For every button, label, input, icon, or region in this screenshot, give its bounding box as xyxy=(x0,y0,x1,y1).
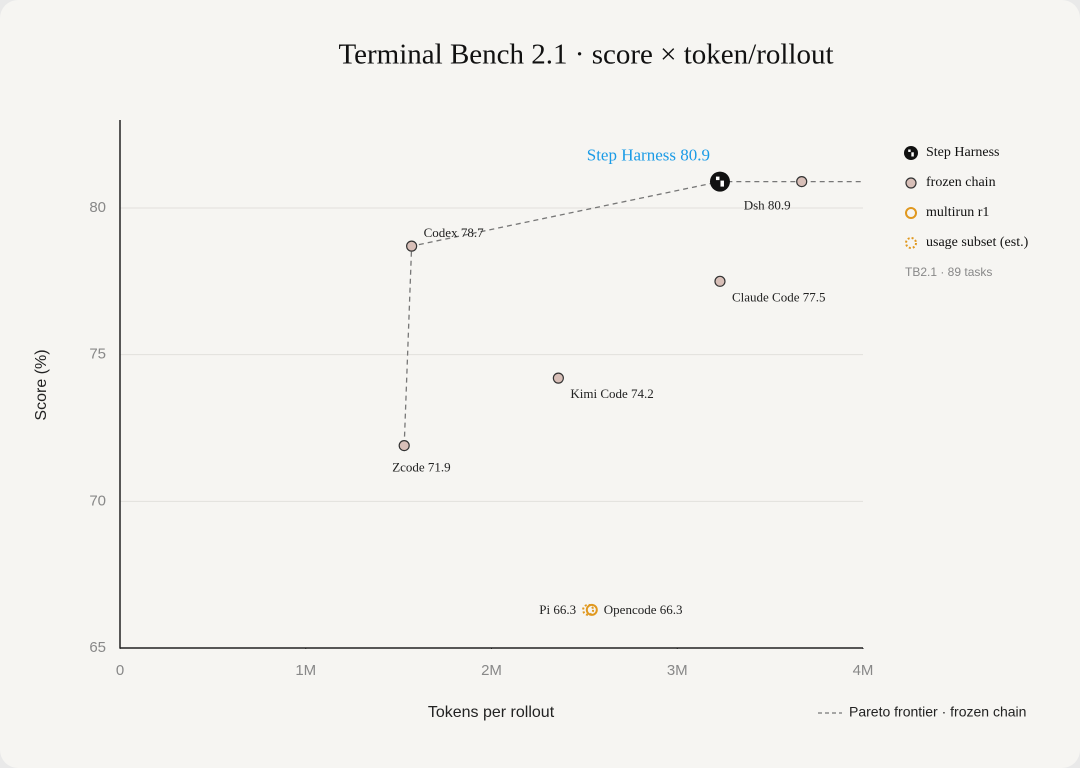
logo-mark xyxy=(715,176,720,181)
x-tick-label: 1M xyxy=(295,662,316,679)
legend-note: TB2.1 · 89 tasks xyxy=(905,265,992,279)
point xyxy=(398,440,410,452)
data-label: Step Harness 80.9 xyxy=(587,146,710,165)
legend-marker xyxy=(905,177,917,189)
logo-mark xyxy=(720,180,724,187)
x-tick-label: 4M xyxy=(853,662,874,679)
y-tick-label: 75 xyxy=(89,346,106,363)
y-tick-label: 80 xyxy=(89,199,106,216)
data-label: Pi 66.3 xyxy=(539,602,576,617)
data-label: Zcode 71.9 xyxy=(392,460,450,475)
point xyxy=(796,176,808,188)
legend-label: frozen chain xyxy=(926,175,996,190)
x-tick-label: 3M xyxy=(667,662,688,679)
data-label: Kimi Code 74.2 xyxy=(570,386,653,401)
y-tick-label: 65 xyxy=(89,639,106,656)
x-axis-label: Tokens per rollout xyxy=(428,704,555,721)
data-label: Codex 78.7 xyxy=(424,225,484,240)
point xyxy=(582,603,595,616)
legend-label: multirun r1 xyxy=(926,205,989,220)
data-label: Claude Code 77.5 xyxy=(732,289,826,304)
logo-mark xyxy=(908,149,911,152)
pareto-frontier xyxy=(403,180,802,446)
logo-mark xyxy=(911,152,914,157)
legend-marker xyxy=(904,146,918,160)
chart-title: Terminal Bench 2.1 · score × token/rollo… xyxy=(338,39,833,71)
legend-marker xyxy=(905,237,917,249)
point xyxy=(552,372,564,384)
x-tick-label: 0 xyxy=(116,662,124,679)
y-axis-label: Score (%) xyxy=(33,349,50,420)
y-tick-label: 70 xyxy=(89,492,106,509)
point xyxy=(406,240,418,252)
point xyxy=(709,171,730,192)
legend-label: Step Harness xyxy=(926,145,1000,160)
legend-marker xyxy=(905,207,917,219)
data-label: Opencode 66.3 xyxy=(604,602,683,617)
legend-frontier-label: Pareto frontier · frozen chain xyxy=(849,704,1026,720)
point xyxy=(714,275,726,287)
legend-label: usage subset (est.) xyxy=(926,235,1029,250)
point xyxy=(585,603,598,616)
x-tick-label: 2M xyxy=(481,662,502,679)
data-label: Dsh 80.9 xyxy=(744,198,791,213)
